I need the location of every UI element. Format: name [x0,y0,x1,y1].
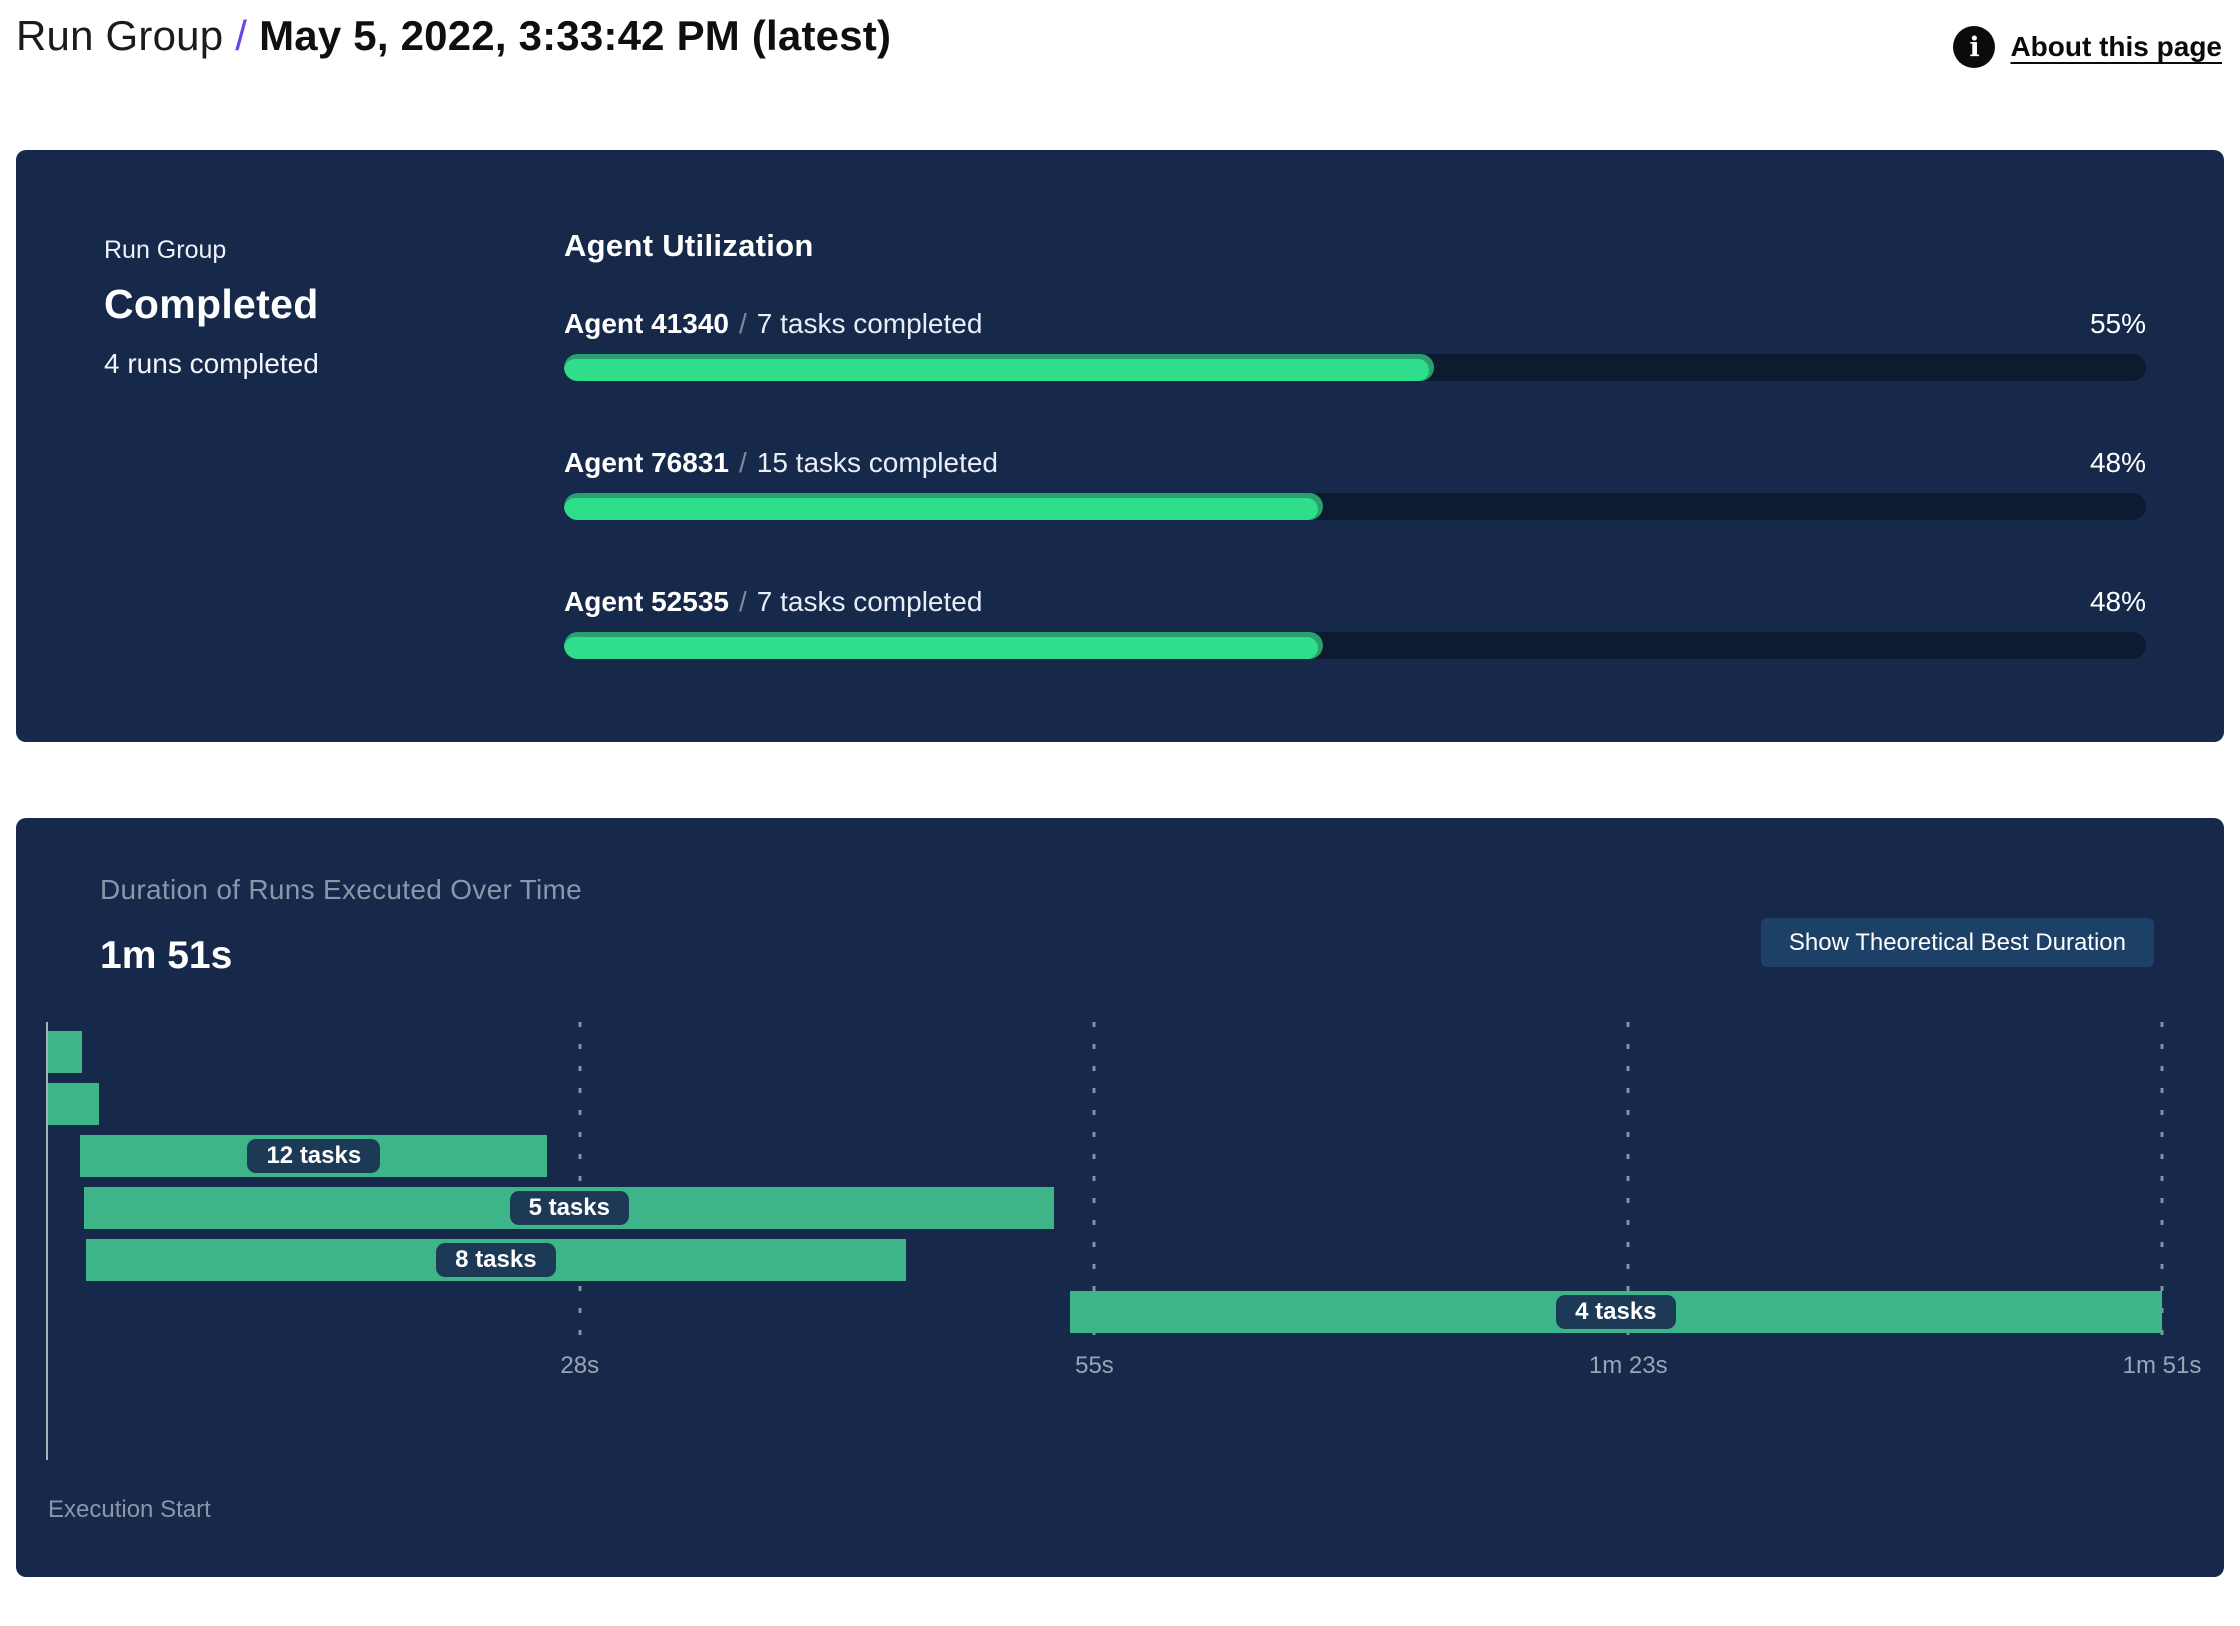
axis-tick-label: 55s [1075,1352,1114,1379]
agent-name: Agent 41340 [564,308,729,339]
runs-completed-count: 4 runs completed [104,348,319,379]
execution-start-axis-line [46,1022,48,1460]
gantt-gridline [578,1022,582,1348]
page-title: May 5, 2022, 3:33:42 PM (latest) [259,12,892,59]
gantt-run-bar[interactable]: 12 tasks [80,1135,548,1177]
progress-fill [564,493,1324,520]
agent-label-left: Agent 52535 / 7 tasks completed [564,586,982,618]
about-link-label[interactable]: About this page [2010,31,2222,62]
agent-rows: Agent 41340 / 7 tasks completed 55% Agent 76… [564,308,2146,659]
agent-label-line: Agent 41340 / 7 tasks completed 55% [564,308,2146,340]
gantt-bar-task-count: 4 tasks [1556,1295,1676,1329]
agent-label-left: Agent 41340 / 7 tasks completed [564,308,982,340]
progress-track [564,354,2146,381]
breadcrumb: Run Group / May 5, 2022, 3:33:42 PM (lates… [16,12,891,60]
gantt-chart: Execution Start 28s 55s 1m 23s 1m 51s 12 tas… [46,1022,2201,1567]
info-icon[interactable]: i [1953,26,1996,68]
agent-row: Agent 41340 / 7 tasks completed 55% [564,308,2146,381]
show-theoretical-best-duration-button[interactable]: Show Theoretical Best Duration [1760,918,2154,967]
progress-track [564,493,2146,520]
agent-label-line: Agent 76831 / 15 tasks completed 48% [564,447,2146,479]
axis-tick-label: 28s [560,1352,600,1379]
agent-label-left: Agent 76831 / 15 tasks completed [564,447,998,479]
run-group-summary: Run Group Completed 4 runs completed [16,150,564,742]
page-header: Run Group / May 5, 2022, 3:33:42 PM (lates… [16,0,2224,100]
agent-utilization-percent: 48% [2089,586,2146,617]
run-group-status: Completed [104,281,319,327]
gantt-bar-task-count: 8 tasks [436,1243,556,1277]
axis-tick-label: 1m 51s [2122,1352,2202,1379]
agent-utilization-section: Agent Utilization Agent 41340 / 7 tasks co… [564,150,2224,742]
gantt-run-bar[interactable]: 8 tasks [86,1239,906,1281]
progress-track [564,632,2146,659]
execution-start-label: Execution Start [48,1496,211,1523]
agent-utilization-heading: Agent Utilization [564,228,814,263]
gantt-bar-task-count: 5 tasks [509,1191,629,1225]
agent-label-line: Agent 52535 / 7 tasks completed 48% [564,586,2146,618]
gantt-bar-task-count: 12 tasks [247,1139,381,1173]
duration-card: Duration of Runs Executed Over Time 1m 5… [16,818,2224,1577]
gantt-run-bar[interactable] [47,1083,100,1125]
gantt-gridline [1092,1022,1096,1348]
agent-utilization-percent: 48% [2089,447,2146,478]
gantt-run-bar[interactable] [47,1031,83,1073]
breadcrumb-separator: / [235,12,248,59]
run-group-label: Run Group [104,236,227,264]
agent-tasks-completed: 7 tasks completed [756,586,983,617]
agent-separator: / [738,447,747,478]
agent-row: Agent 52535 / 7 tasks completed 48% [564,586,2146,659]
agent-name: Agent 76831 [564,447,729,478]
gantt-gridline [1626,1022,1630,1348]
run-group-card: Run Group Completed 4 runs completed Age… [16,150,2224,742]
gantt-run-bar[interactable]: 5 tasks [84,1187,1055,1229]
agent-name: Agent 52535 [564,586,729,617]
agent-tasks-completed: 15 tasks completed [756,447,998,478]
axis-tick-label: 1m 23s [1588,1352,1668,1379]
about-this-page-link[interactable]: i About this page [1953,26,2222,68]
agent-row: Agent 76831 / 15 tasks completed 48% [564,447,2146,520]
agent-utilization-percent: 55% [2089,308,2146,339]
breadcrumb-run-group: Run Group [16,12,224,59]
agent-tasks-completed: 7 tasks completed [756,308,983,339]
progress-fill [564,354,1435,381]
progress-fill [564,632,1324,659]
max-duration-value: 1m 51s [100,934,233,977]
duration-chart-title: Duration of Runs Executed Over Time [100,874,583,905]
agent-separator: / [738,586,747,617]
gantt-gridline [2160,1022,2164,1348]
gantt-run-bar[interactable]: 4 tasks [1069,1291,2162,1333]
agent-separator: / [738,308,747,339]
